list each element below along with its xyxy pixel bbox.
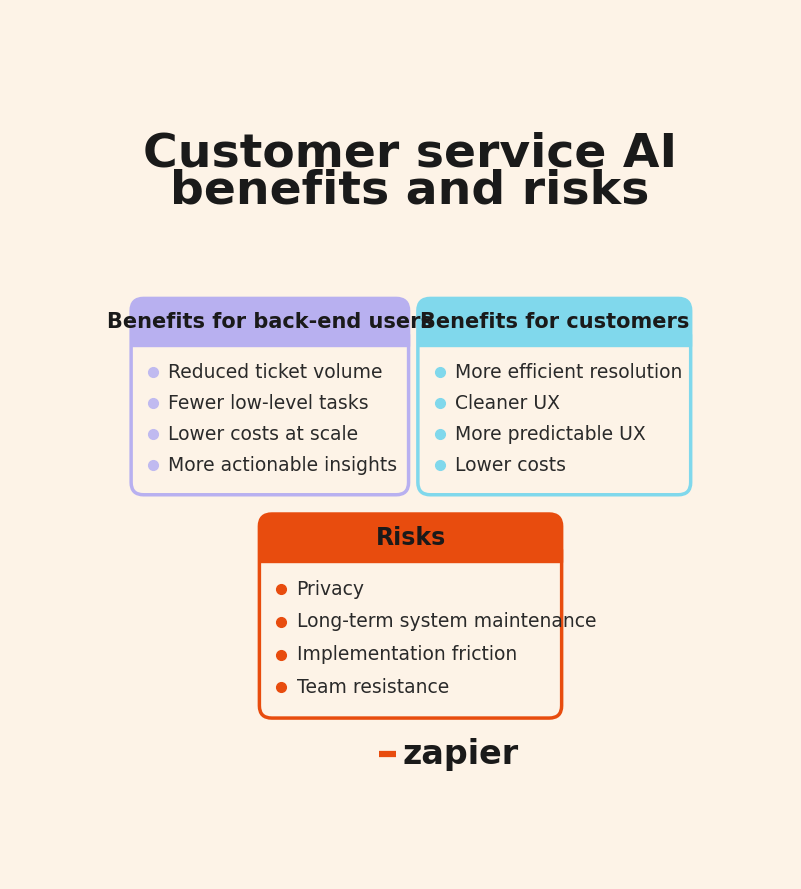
Text: Team resistance: Team resistance: [296, 677, 449, 697]
Text: Reduced ticket volume: Reduced ticket volume: [168, 363, 383, 382]
Text: Long-term system maintenance: Long-term system maintenance: [296, 613, 596, 631]
Text: More actionable insights: More actionable insights: [168, 456, 397, 475]
Text: Cleaner UX: Cleaner UX: [455, 394, 560, 412]
Text: Risks: Risks: [376, 526, 445, 550]
Text: More efficient resolution: More efficient resolution: [455, 363, 682, 382]
Bar: [418, 334, 690, 346]
Text: zapier: zapier: [402, 738, 518, 771]
Bar: [260, 549, 562, 562]
Text: Lower costs: Lower costs: [455, 456, 566, 475]
FancyBboxPatch shape: [260, 514, 562, 718]
Text: Fewer low-level tasks: Fewer low-level tasks: [168, 394, 369, 412]
Text: Benefits for customers: Benefits for customers: [420, 312, 689, 332]
Text: Benefits for back-end users: Benefits for back-end users: [107, 312, 433, 332]
Text: More predictable UX: More predictable UX: [455, 425, 646, 444]
Text: Customer service AI: Customer service AI: [143, 132, 677, 176]
FancyBboxPatch shape: [418, 299, 690, 346]
FancyBboxPatch shape: [131, 299, 409, 346]
Text: Privacy: Privacy: [296, 580, 364, 599]
FancyBboxPatch shape: [260, 514, 562, 562]
Text: Lower costs at scale: Lower costs at scale: [168, 425, 359, 444]
FancyBboxPatch shape: [131, 299, 409, 495]
Text: benefits and risks: benefits and risks: [171, 168, 650, 213]
FancyBboxPatch shape: [418, 299, 690, 495]
Bar: [131, 334, 409, 346]
Text: Implementation friction: Implementation friction: [296, 645, 517, 664]
